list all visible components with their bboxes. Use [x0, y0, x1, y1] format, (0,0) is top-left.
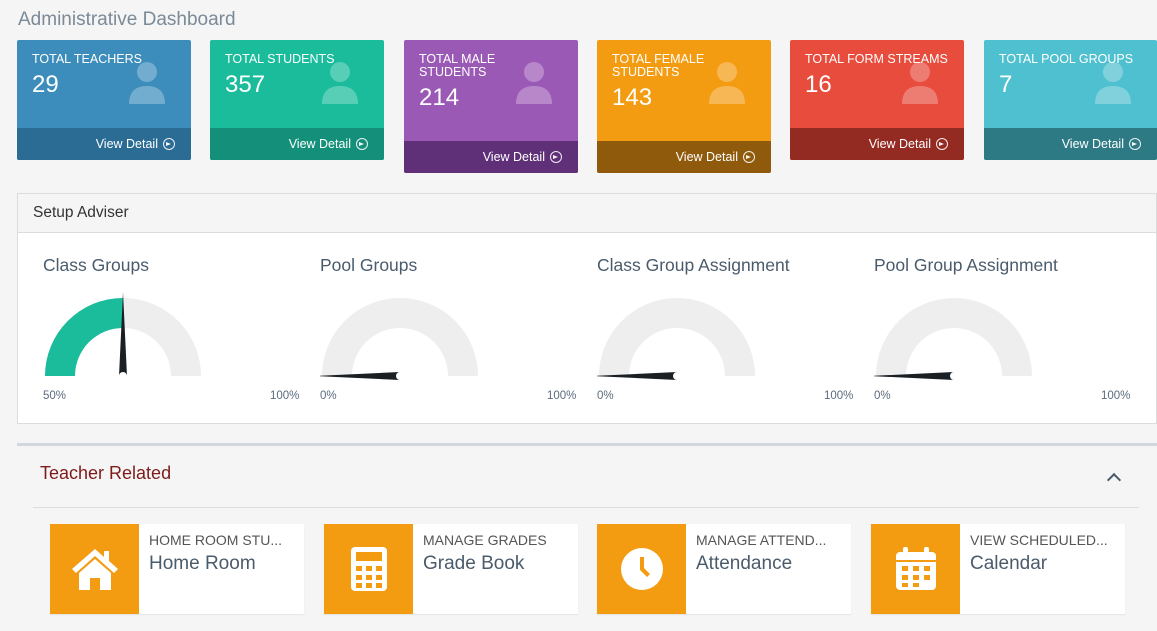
- arrow-circle-right-icon: [163, 138, 175, 150]
- gauge-fill: [45, 298, 123, 376]
- gauge-needle: [119, 292, 127, 376]
- view-detail-label: View Detail: [482, 150, 545, 164]
- view-detail-label: View Detail: [95, 137, 158, 151]
- view-detail-link[interactable]: View Detail: [790, 128, 964, 160]
- arrow-circle-right-icon: [1129, 138, 1141, 150]
- stat-card-total-male-students: TOTAL MALE STUDENTS 214 View Detail: [404, 40, 578, 173]
- arrow-circle-right-icon: [743, 151, 755, 163]
- gauge-title: Class Group Assignment: [597, 255, 790, 275]
- teacher-related-heading: Teacher Related: [40, 463, 172, 483]
- view-detail-link[interactable]: View Detail: [17, 128, 191, 160]
- tile-title: Grade Book: [423, 553, 525, 574]
- teacher-related-panel: Teacher Related HOME ROOM STU... Home Ro…: [17, 443, 1157, 631]
- stat-card-total-students: TOTAL STUDENTS 357 View Detail: [210, 40, 384, 160]
- stat-value: 16: [805, 71, 832, 98]
- gauge-min-label: 0%: [597, 390, 614, 402]
- gauge-min-label: 0%: [874, 390, 891, 402]
- view-detail-label: View Detail: [868, 137, 931, 151]
- gauge-title: Pool Group Assignment: [874, 255, 1058, 275]
- stat-value: 7: [999, 71, 1013, 98]
- clock-icon: [620, 548, 663, 590]
- calculator-icon: [350, 547, 387, 591]
- stat-label: TOTAL FORM STREAMS: [805, 52, 948, 66]
- calendar-icon: [895, 547, 936, 590]
- gauge-title: Pool Groups: [320, 255, 418, 275]
- user-icon: [709, 62, 745, 104]
- gauge-track: [322, 298, 478, 376]
- setup-adviser-panel: Setup Adviser Class Groups 50% 100% Pool…: [17, 193, 1157, 424]
- tile-title: Home Room: [149, 553, 256, 574]
- gauge-needle: [597, 372, 677, 380]
- view-detail-link[interactable]: View Detail: [597, 141, 771, 173]
- tile-title: Attendance: [696, 553, 793, 574]
- user-icon: [1095, 62, 1131, 104]
- tile-subtitle: VIEW SCHEDULED...: [970, 532, 1108, 548]
- chevron-up-icon[interactable]: [1106, 472, 1122, 488]
- stat-card-total-pool-groups: TOTAL POOL GROUPS 7 View Detail: [984, 40, 1157, 160]
- tile-calendar[interactable]: VIEW SCHEDULED... Calendar: [871, 524, 1125, 614]
- gauge-min-label: 0%: [320, 390, 337, 402]
- home-icon: [71, 549, 118, 590]
- stat-label: TOTAL STUDENTS: [225, 52, 335, 66]
- tile-icon-box: [871, 524, 960, 614]
- tile-icon-box: [50, 524, 139, 614]
- arrow-circle-right-icon: [550, 151, 562, 163]
- view-detail-label: View Detail: [1061, 137, 1124, 151]
- gauge-needle: [874, 372, 954, 380]
- tile-subtitle: MANAGE GRADES: [423, 532, 547, 548]
- tile-title: Calendar: [970, 553, 1048, 574]
- page-title: Administrative Dashboard: [18, 9, 236, 30]
- gauge-title: Class Groups: [43, 255, 150, 275]
- tile-icon-box: [324, 524, 413, 614]
- gauge-needle: [320, 372, 400, 380]
- gauge-max-label: 100%: [1101, 390, 1131, 402]
- tile-subtitle: HOME ROOM STU...: [149, 532, 282, 548]
- stat-label: TOTAL FEMALE STUDENTS: [612, 52, 705, 79]
- view-detail-link[interactable]: View Detail: [404, 141, 578, 173]
- gauge-track: [599, 298, 755, 376]
- user-icon: [902, 62, 938, 104]
- user-icon: [322, 62, 358, 104]
- view-detail-link[interactable]: View Detail: [210, 128, 384, 160]
- arrow-circle-right-icon: [356, 138, 368, 150]
- panel-heading: Setup Adviser: [18, 194, 1156, 233]
- view-detail-label: View Detail: [288, 137, 351, 151]
- stat-label: TOTAL MALE STUDENTS: [419, 52, 496, 79]
- gauge-max-label: 100%: [824, 390, 854, 402]
- gauge-max-label: 100%: [270, 390, 300, 402]
- user-icon: [516, 62, 552, 104]
- tile-attendance[interactable]: MANAGE ATTEND... Attendance: [597, 524, 851, 614]
- tile-grade-book[interactable]: MANAGE GRADES Grade Book: [324, 524, 578, 614]
- stat-card-total-teachers: TOTAL TEACHERS 29 View Detail: [17, 40, 191, 160]
- tile-home-room[interactable]: HOME ROOM STU... Home Room: [50, 524, 304, 614]
- stat-card-total-form-streams: TOTAL FORM STREAMS 16 View Detail: [790, 40, 964, 160]
- gauge-dial: [320, 298, 478, 380]
- stat-card-total-female-students: TOTAL FEMALE STUDENTS 143 View Detail: [597, 40, 771, 173]
- gauge-min-label: 50%: [43, 390, 67, 402]
- gauge-max-label: 100%: [547, 390, 577, 402]
- stat-value: 29: [32, 71, 59, 98]
- gauge-dial: [874, 298, 1032, 380]
- stat-value: 357: [225, 71, 266, 98]
- gauge-dial: [45, 292, 201, 376]
- stat-value: 143: [612, 84, 653, 111]
- stat-value: 214: [419, 84, 460, 111]
- stat-label: TOTAL POOL GROUPS: [999, 52, 1134, 66]
- view-detail-link[interactable]: View Detail: [984, 128, 1157, 160]
- tile-subtitle: MANAGE ATTEND...: [696, 532, 827, 548]
- gauge-track: [876, 298, 1032, 376]
- gauge-dial: [597, 298, 755, 380]
- arrow-circle-right-icon: [936, 138, 948, 150]
- tile-icon-box: [597, 524, 686, 614]
- stat-label: TOTAL TEACHERS: [32, 52, 142, 66]
- view-detail-label: View Detail: [675, 150, 738, 164]
- user-icon: [129, 62, 165, 104]
- divider: [33, 507, 1139, 508]
